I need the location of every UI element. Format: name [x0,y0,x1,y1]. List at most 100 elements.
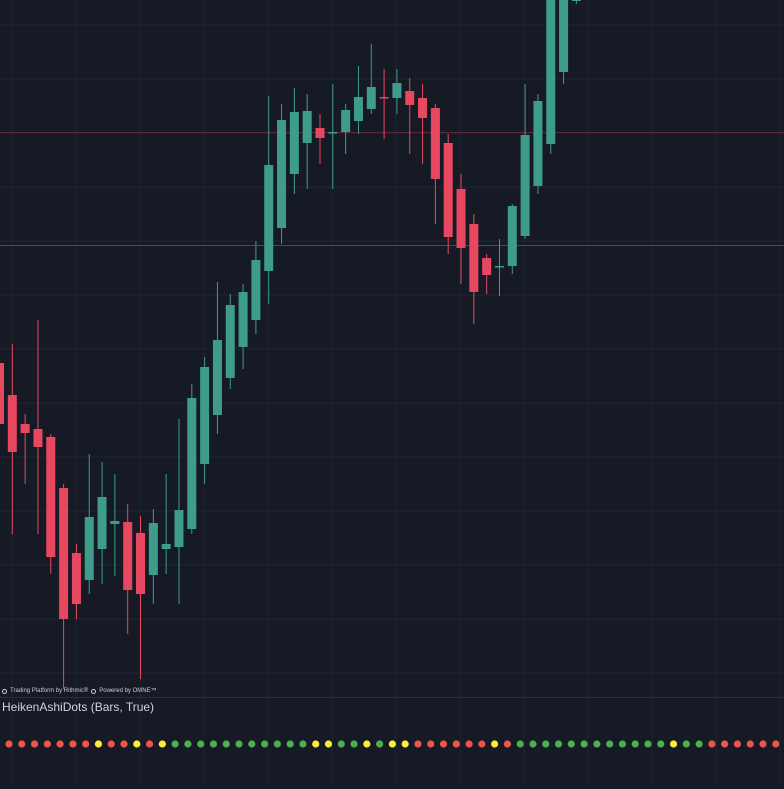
candle-body [559,0,569,72]
indicator-dot [427,740,435,748]
candle-body [520,135,530,236]
indicator-dot [491,740,499,748]
candle-body [341,110,351,132]
candle-body [507,206,517,266]
indicator-dot [669,740,678,748]
indicator-dot [209,740,218,748]
candle-body [251,260,261,320]
indicator-dot [82,740,90,748]
candle-body [494,266,504,268]
indicator-dot [606,740,614,748]
indicator-dot [312,740,320,748]
indicator-dot [516,740,524,748]
candle-body [328,132,338,134]
indicator-dot [554,740,563,748]
indicator-dot [733,740,742,748]
indicator-dot [388,740,396,748]
candle-body [200,367,210,464]
candle-body [33,429,43,447]
candle-body [353,97,363,121]
indicator-dot [618,740,627,748]
indicator-dot [542,740,550,748]
candle-body [264,165,274,271]
indicator-dot [18,740,26,748]
indicator-dot [324,740,333,748]
candle-body [212,340,222,415]
indicator-dot [248,740,256,748]
candle-body [277,120,287,228]
candle-body [289,112,299,174]
indicator-dot [235,740,243,748]
indicator-dot [503,740,512,748]
indicator-dot [350,740,358,748]
candle-body [148,523,158,575]
candle-body [482,258,492,275]
indicator-dot [772,740,780,748]
indicator-dot [759,740,767,748]
indicator-dot [222,740,230,748]
candle-body [46,437,56,557]
indicator-dot [171,740,179,748]
candle-body [379,97,389,99]
candle-body [430,108,440,179]
candle-body [136,533,146,594]
indicator-dot [43,740,51,748]
indicator-dot [69,740,77,748]
indicator-dot [363,740,371,748]
candle-body [302,111,312,143]
indicator-dot [452,740,460,748]
candle-body [174,510,184,547]
powered-text: Powered by OMNE™ [99,688,157,694]
indicator-dot [631,740,639,748]
candle-body [59,488,69,619]
indicator-dot [465,740,473,748]
indicator-dot [644,740,652,748]
candle-body [161,544,171,549]
candle-body [456,189,466,248]
indicator-dot [286,740,294,748]
indicator-dot [299,740,307,748]
indicator-dot [56,740,64,748]
indicator-dot [580,740,588,748]
indicator-dot [5,740,13,748]
indicator-label: HeikenAshiDots (Bars, True) [2,700,155,714]
indicator-dot [120,740,128,748]
indicator-dot [376,740,384,748]
candle-body [405,91,415,105]
indicator-dot [30,740,39,748]
candle-body [225,305,235,378]
indicator-dot [261,740,269,748]
indicator-dot [414,740,422,748]
candle-body [71,553,81,604]
indicator-dot [682,740,690,748]
candle-body [123,522,133,590]
indicator-dot [158,740,166,748]
candle-body [571,0,581,1]
indicator-dot [197,740,205,748]
indicator-dot [184,740,192,748]
omne-logo-icon [91,688,97,694]
indicator-dot [94,740,103,748]
candle-body [20,424,30,433]
indicator-dot [478,740,486,748]
candle-body [366,87,376,109]
candle-body [187,398,197,529]
candle-body [533,101,543,186]
indicator-dot [746,740,754,748]
candle-body [315,128,325,138]
indicator-dot [708,740,716,748]
indicator-dot [529,740,537,748]
candle-body [0,363,4,424]
indicator-dot [567,740,575,748]
indicator-dot [145,740,154,748]
rithmic-logo-icon [2,688,7,694]
candle-body [443,143,453,237]
candle-body [392,83,402,98]
indicator-dot [133,740,141,748]
indicator-dot [401,740,409,748]
indicator-dot [337,740,345,748]
indicator-dot [107,740,115,748]
